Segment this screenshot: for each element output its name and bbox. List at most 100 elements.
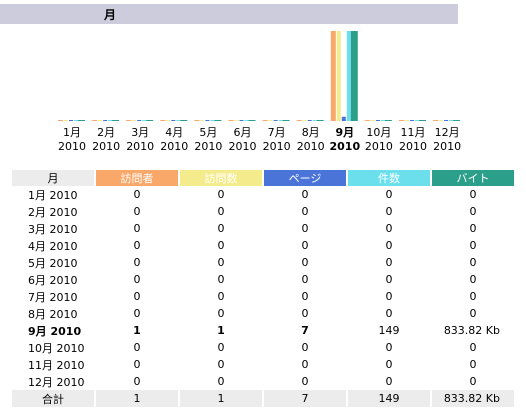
cell-hits: 0 [385,205,393,218]
bar [64,120,68,121]
bar [350,31,358,121]
bar [370,120,375,121]
year-label: 2010 [399,140,427,153]
bar [302,120,307,121]
month-label: 9月 [335,126,354,139]
column-header: 件数 [348,170,430,186]
month-cell: 7月 2010 [12,288,94,305]
month-row: 6月 2010 0 0 0 0 0 [12,271,514,288]
cell-visitors: 1 [133,324,141,337]
month-cell: 5月 2010 [12,254,94,271]
bar [316,120,324,121]
cell-visitors: 0 [133,375,141,388]
header-row: 月訪問者 訪問数 ページ 件数 バイト [12,170,514,186]
cell-visits: 0 [217,358,225,371]
cell-hits: 0 [385,239,393,252]
month: 12月 [28,375,53,389]
bar [399,120,404,121]
bar [273,120,278,121]
bar [380,120,385,121]
column-header: 訪問数 [180,170,262,186]
month-label: 12月 [435,126,460,139]
year: 2010 [50,324,82,338]
cell-visitors: 0 [133,222,141,235]
month-cell: 11月 2010 [12,356,94,373]
cell-pages: 0 [301,188,309,201]
cell-pages: 7 [264,390,346,407]
bar [244,120,249,121]
year: 2010 [56,358,85,372]
cell-hits: 0 [385,222,393,235]
cell-hits: 0 [385,375,393,388]
bar [132,120,137,121]
cell-visitors: 0 [133,273,141,286]
cell-bytes: 0 [469,273,477,286]
bar [137,120,142,121]
month: 2月 [28,205,46,219]
cell-hits: 0 [385,307,393,320]
bar [312,120,317,121]
cell-bytes: 0 [469,239,477,252]
bar [346,31,351,121]
month-cell: 1月 2010 [12,186,94,203]
month-cell: 8月 2010 [12,305,94,322]
month-cell: 9月 2010 [12,322,94,339]
bar [364,120,370,121]
bar [330,31,336,121]
month-row: 12月 2010 0 0 0 0 0 [12,373,514,390]
month-label: 10月 [366,126,391,139]
cell-visits: 0 [217,188,225,201]
bar [239,120,244,121]
cell-visitors: 0 [133,256,141,269]
year-label: 2010 [433,140,461,153]
month-row: 4月 2010 0 0 0 0 0 [12,237,514,254]
bar [228,120,234,121]
year: 2010 [49,256,78,270]
cell-bytes: 0 [469,205,477,218]
bar [405,120,409,121]
cell-pages: 0 [301,256,309,269]
column-header: 月 [12,170,94,186]
month-label: 7月 [268,126,286,139]
cell-visits: 0 [217,307,225,320]
bar [419,120,426,121]
cell-bytes: 0 [469,375,477,388]
cell-visits: 0 [217,256,225,269]
cell-pages: 0 [301,205,309,218]
cell-pages: 0 [301,222,309,235]
cell-bytes: 0 [469,341,477,354]
section-title: 月 [104,8,117,22]
cell-visitors: 0 [133,341,141,354]
year-label: 2010 [229,140,257,153]
month-row: 5月 2010 0 0 0 0 0 [12,254,514,271]
bar [126,120,132,121]
column-header: バイト [432,170,514,186]
month: 7月 [28,290,46,304]
month: 4月 [28,239,46,253]
cell-visits: 0 [217,205,225,218]
year: 2010 [49,239,78,253]
year: 2010 [49,205,78,219]
bar [78,120,85,121]
month-row: 9月 2010 1 1 7 149 833.82 Kb [12,322,514,339]
month: 5月 [28,256,46,270]
month: 1月 [28,188,46,202]
bar [214,120,222,121]
cell-visits: 0 [217,341,225,354]
bar [194,120,200,121]
month: 10月 [28,341,53,355]
bar [205,120,210,121]
cell-visitors: 0 [133,358,141,371]
bar [166,120,171,121]
column-header: ページ [264,170,346,186]
bar [146,120,154,121]
cell-visitors: 0 [133,188,141,201]
bar [234,120,239,121]
cell-pages: 0 [301,273,309,286]
month: 11月 [28,358,53,372]
cell-hits: 0 [385,341,393,354]
bar [307,120,312,121]
year-label: 2010 [297,140,325,153]
year-label: 2010 [329,140,360,153]
